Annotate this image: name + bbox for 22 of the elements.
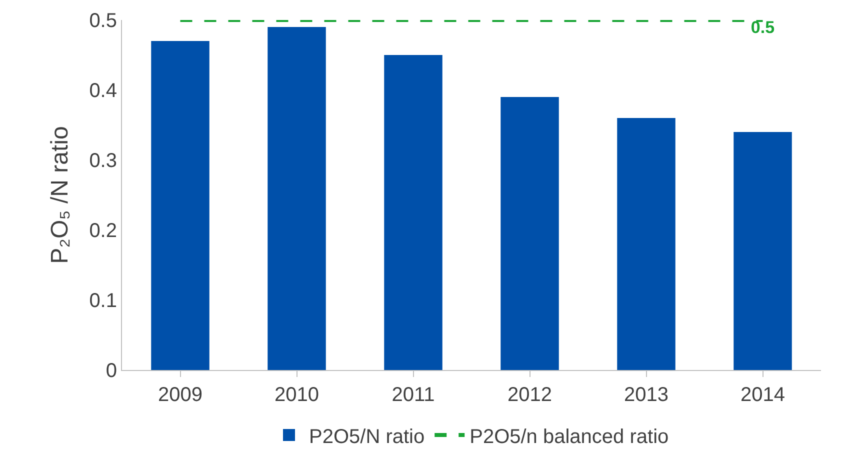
- legend-label: P2O5/N ratio: [309, 426, 425, 448]
- y-tick-label: 0: [106, 360, 117, 382]
- bar: [500, 97, 559, 370]
- x-tick-label: 2013: [624, 384, 668, 406]
- y-tick-label: 0.1: [89, 290, 117, 312]
- bar: [151, 41, 210, 370]
- y-axis-title: P₂O₅ /N ratio: [46, 126, 74, 264]
- bar: [268, 27, 326, 370]
- y-tick-label: 0.5: [89, 10, 117, 32]
- x-tick-label: 2011: [392, 384, 435, 406]
- legend-label: P2O5/n balanced ratio: [470, 426, 669, 448]
- y-tick-label: 0.3: [89, 150, 117, 172]
- x-tick-label: 2012: [508, 384, 552, 406]
- bar: [734, 132, 792, 370]
- x-tick-label: 2009: [158, 384, 202, 406]
- y-tick-label: 0.4: [89, 80, 117, 102]
- data-label: 0.5: [750, 18, 775, 37]
- bar: [384, 55, 442, 370]
- x-tick-label: 2010: [274, 384, 319, 406]
- y-tick-label: 0.2: [89, 220, 117, 242]
- x-tick-label: 2014: [740, 384, 785, 406]
- bar: [617, 118, 676, 370]
